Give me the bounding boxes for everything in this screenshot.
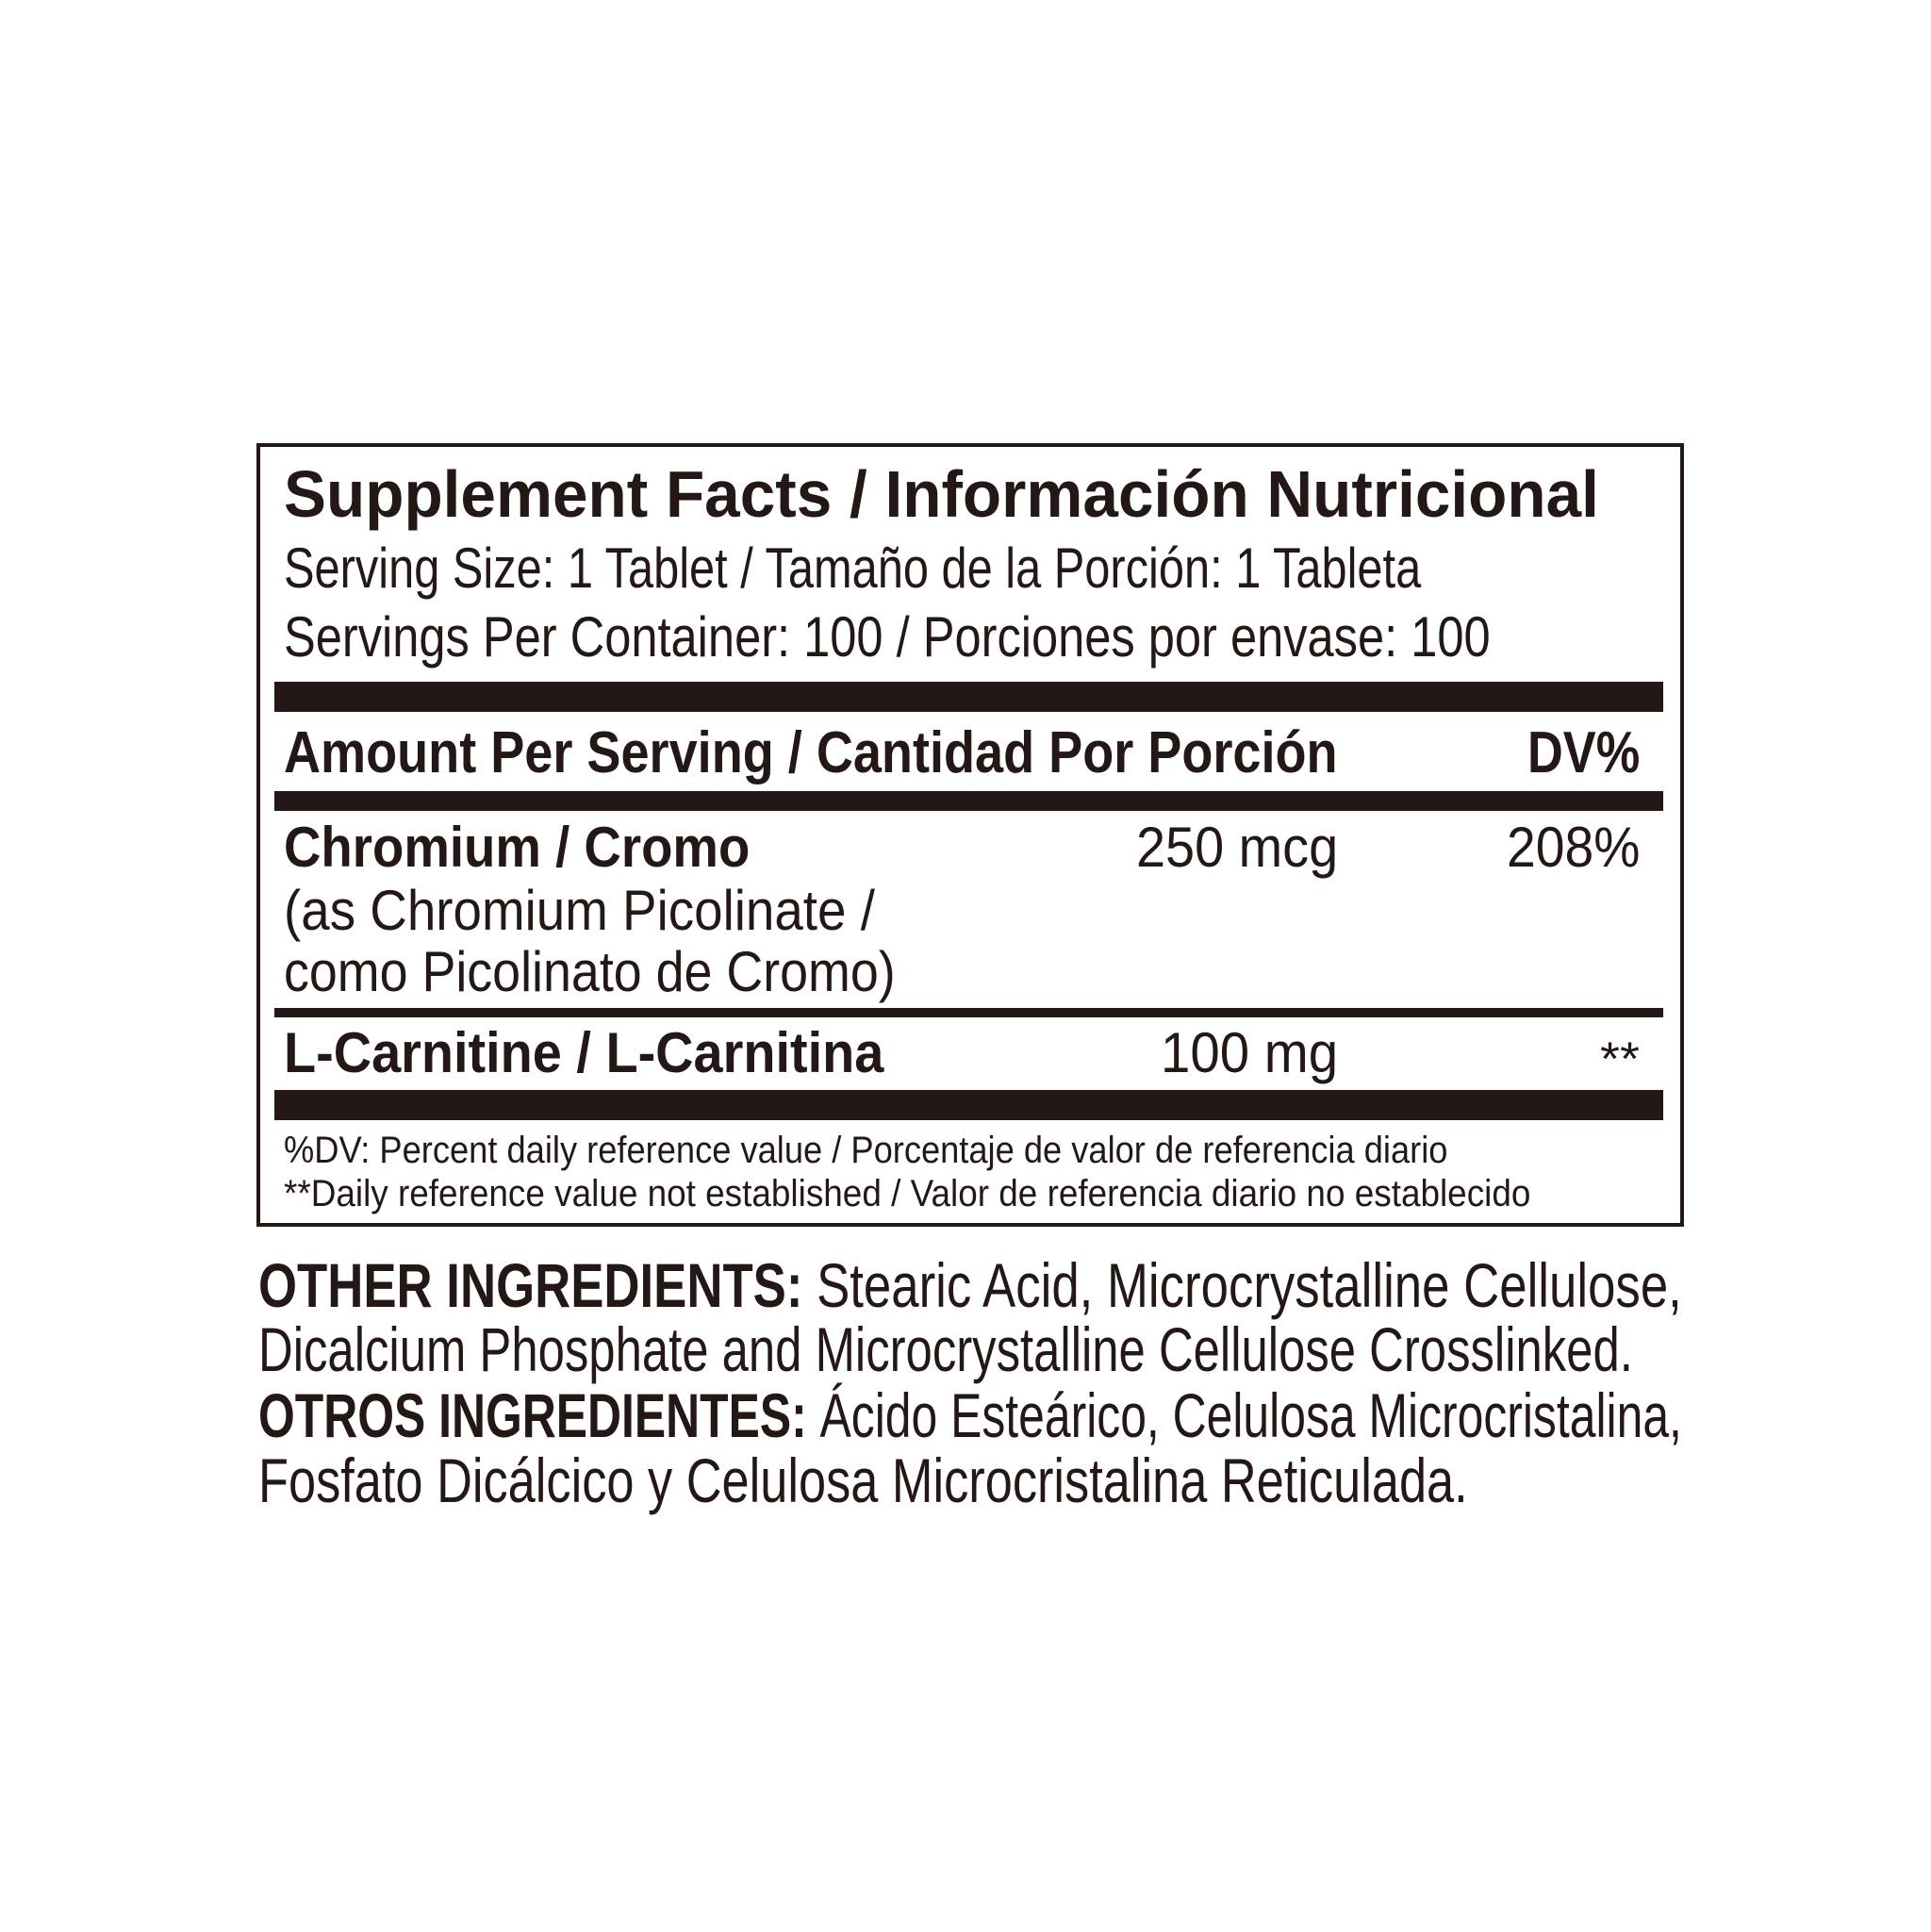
thick-divider — [274, 682, 1663, 712]
footnote: %DV: Percent daily reference value / Por… — [284, 1130, 1448, 1171]
ingredients-text: Ácido Esteárico, Celulosa Microcristalin… — [806, 1380, 1682, 1450]
thin-divider — [274, 1008, 1663, 1017]
medium-divider — [274, 791, 1663, 811]
ingredients-text: Fosfato Dicálcico y Celulosa Microcrista… — [258, 1445, 1468, 1515]
nutrient-dv: 208% — [1507, 816, 1641, 879]
thick-divider — [274, 1090, 1663, 1120]
nutrient-name: Chromium / Cromo — [284, 816, 751, 879]
nutrient-detail: como Picolinato de Cromo) — [284, 940, 896, 1003]
nutrient-dv: ** — [1600, 1032, 1640, 1085]
other-ingredients-label: OTHER INGREDIENTS: — [258, 1250, 803, 1320]
servings-per-container: Servings Per Container: 100 / Porciones … — [284, 605, 1491, 669]
dv-header: DV% — [1527, 720, 1641, 785]
other-ingredients-en-line: OTHER INGREDIENTS: Stearic Acid, Microcr… — [258, 1254, 1682, 1316]
supplement-facts-panel — [256, 443, 1684, 1227]
ingredients-text: Dicalcium Phosphate and Microcrystalline… — [258, 1314, 1633, 1384]
nutrient-amount: 100 mg — [1161, 1021, 1339, 1084]
serving-size: Serving Size: 1 Tablet / Tamaño de la Po… — [284, 537, 1422, 600]
ingredients-text: Stearic Acid, Microcrystalline Cellulose… — [802, 1250, 1682, 1320]
nutrient-name: L-Carnitine / L-Carnitina — [284, 1021, 884, 1084]
nutrient-detail: (as Chromium Picolinate / — [284, 879, 875, 942]
footnote: **Daily reference value not established … — [284, 1173, 1531, 1214]
panel-title: Supplement Facts / Información Nutricion… — [284, 457, 1599, 531]
amount-per-serving-header: Amount Per Serving / Cantidad Por Porció… — [284, 720, 1338, 785]
otros-ingredientes-label: OTROS INGREDIENTES: — [258, 1380, 807, 1450]
other-ingredients-es-line: OTROS INGREDIENTES: Ácido Esteárico, Cel… — [258, 1384, 1682, 1446]
nutrient-amount: 250 mcg — [1136, 816, 1339, 879]
